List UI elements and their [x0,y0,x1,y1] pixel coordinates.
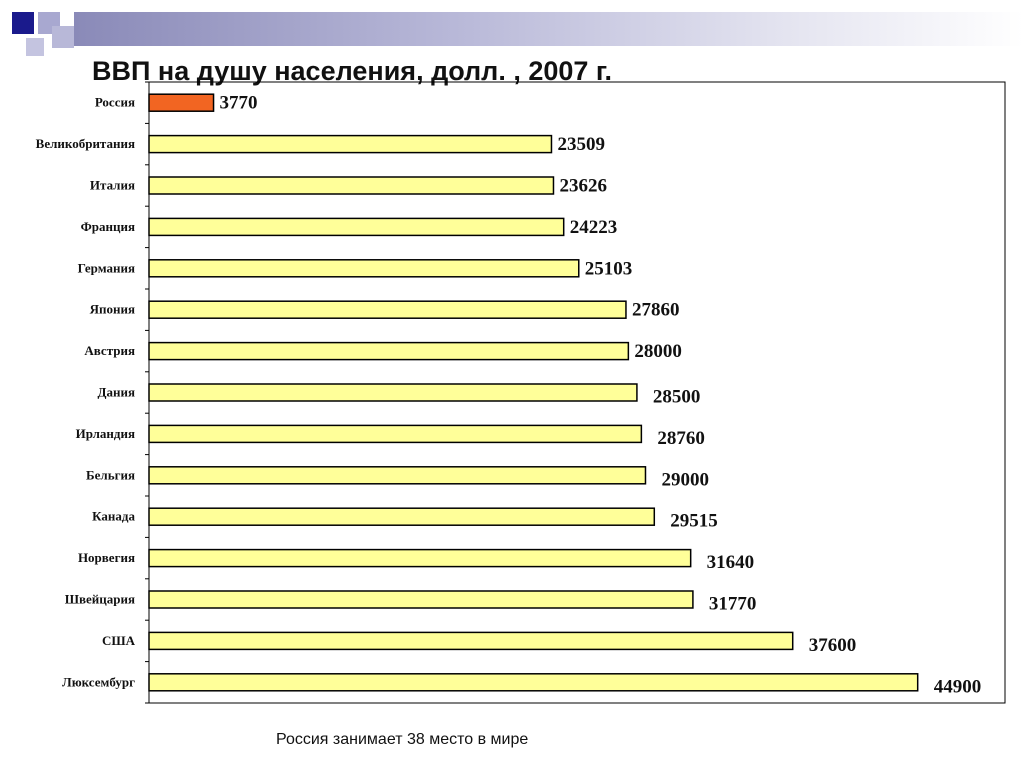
bar [148,673,919,692]
bar [148,631,794,651]
category-label: Япония [90,302,135,317]
data-label: 3770 [220,93,258,114]
bar [148,341,630,361]
data-label: 28500 [653,387,701,408]
data-label: 31770 [709,594,757,615]
category-label: Канада [92,509,135,524]
data-label: 23509 [557,134,605,155]
bar [148,383,638,402]
category-label: Великобритания [36,136,135,151]
bar [148,176,555,195]
chart-title: ВВП на душу населения, долл. , 2007 г. [92,56,612,86]
data-label: 44900 [934,676,982,697]
bar [148,217,565,237]
category-label: США [102,633,136,648]
data-label: 27860 [632,300,680,321]
category-label: Италия [90,178,135,193]
data-label: 37600 [809,635,857,656]
bar [148,93,215,112]
category-label: Россия [95,95,135,110]
category-label: Ирландия [76,426,135,441]
category-label: Дания [98,385,135,400]
bar [148,134,553,154]
data-label: 28000 [634,341,682,362]
data-label: 29515 [670,511,718,532]
data-label: 28760 [657,428,705,449]
bar [148,590,694,609]
header-gradient-bar [74,12,1024,46]
category-label: Германия [78,260,135,275]
header-square-dark [12,12,34,34]
bar [148,507,656,526]
category-label: Люксембург [62,674,135,689]
bar [148,259,580,278]
category-label: Австрия [84,343,135,358]
bar [148,424,643,444]
footnote: Россия занимает 38 место в мире [276,731,529,748]
category-label: Норвегия [78,550,135,565]
header-square-light [52,26,74,48]
category-label: Франция [81,219,135,234]
category-label: Бельгия [86,467,135,482]
data-label: 24223 [570,217,618,238]
bar [148,466,647,485]
data-label: 25103 [585,258,633,279]
category-label: Швейцария [65,592,135,607]
bar [148,548,692,568]
data-label: 23626 [559,176,607,197]
data-label: 29000 [661,469,709,490]
header-square-light [26,38,44,56]
bar [148,300,627,319]
data-label: 31640 [707,552,755,573]
